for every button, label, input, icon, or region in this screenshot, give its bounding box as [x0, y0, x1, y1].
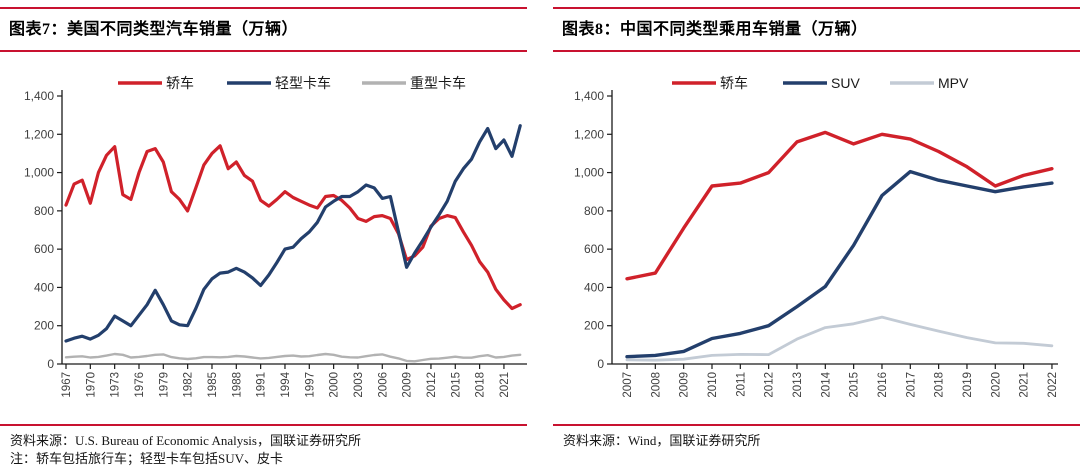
panel-bottom-rule — [0, 424, 527, 426]
x-tick-label: 2012 — [764, 372, 776, 398]
x-tick-label: 2021 — [499, 372, 511, 398]
chart-canvas-us: 0 200 400 600 800 1,000 1,200 1,400 1967 1970 1973… — [24, 75, 527, 398]
x-tick-label: 2000 — [329, 372, 341, 398]
data-source-text: 资料来源：U.S. Bureau of Economic Analysis，国联… — [10, 433, 361, 448]
x-tick-label: 2013 — [792, 372, 804, 398]
legend-label-0: 轿车 — [720, 75, 748, 91]
x-tick-label: 2003 — [353, 372, 365, 398]
x-tick-label: 2016 — [877, 372, 889, 398]
x-tick-label: 1985 — [207, 372, 219, 398]
panel-top-rule — [0, 7, 527, 9]
y-tick-label: 800 — [34, 204, 54, 218]
y-tick-label: 1,400 — [24, 89, 54, 103]
x-tick-label: 1988 — [231, 372, 243, 398]
series-line-0 — [64, 144, 522, 311]
panel-china-vehicle-sales: 图表8：中国不同类型乘用车销量（万辆） 0 200 400 600 800 1,000 1,… — [553, 0, 1080, 473]
y-tick-label: 200 — [34, 319, 54, 333]
title-underline-rule — [0, 50, 527, 52]
x-tick-label: 2018 — [934, 372, 946, 398]
x-tick-label: 2015 — [450, 372, 462, 398]
y-tick-label: 1,000 — [574, 166, 604, 180]
footnote-text: 注：轿车包括旅行车；轻型卡车包括SUV、皮卡 — [10, 451, 284, 466]
series-line-1 — [64, 124, 522, 343]
legend-label-1: 轻型卡车 — [275, 75, 331, 91]
y-tick-label: 200 — [584, 319, 604, 333]
x-tick-label: 2007 — [622, 372, 634, 398]
y-tick-label: 0 — [597, 357, 604, 371]
chart-title: 图表7：美国不同类型汽车销量（万辆） — [9, 21, 299, 38]
x-tick-label: 2015 — [849, 372, 861, 398]
y-tick-label: 1,400 — [574, 89, 604, 103]
y-tick-label: 0 — [47, 357, 54, 371]
series-line-2 — [64, 352, 522, 363]
x-tick-label: 2014 — [820, 371, 832, 397]
x-tick-label: 1967 — [61, 372, 73, 398]
x-tick-label: 2010 — [707, 372, 719, 398]
legend-label-2: 重型卡车 — [410, 75, 466, 91]
x-tick-label: 2009 — [679, 372, 691, 398]
y-tick-label: 800 — [584, 204, 604, 218]
y-tick-label: 1,000 — [24, 166, 54, 180]
panel-us-vehicle-sales: 图表7：美国不同类型汽车销量（万辆） 0 200 400 600 800 1,000 1,2… — [0, 0, 527, 473]
chart-title: 图表8：中国不同类型乘用车销量（万辆） — [562, 21, 868, 38]
x-tick-label: 2006 — [377, 372, 389, 398]
x-tick-label: 1997 — [304, 372, 316, 398]
x-tick-label: 1970 — [85, 372, 97, 398]
line-chart-us: 0 200 400 600 800 1,000 1,200 1,400 1967 1970 1973… — [0, 60, 527, 420]
y-tick-label: 400 — [34, 280, 54, 294]
y-tick-label: 400 — [584, 280, 604, 294]
x-tick-label: 1982 — [183, 372, 195, 398]
x-tick-label: 2019 — [962, 372, 974, 398]
panel-bottom-rule — [553, 424, 1080, 426]
legend-label-2: MPV — [938, 75, 969, 91]
title-underline-rule — [553, 50, 1080, 52]
y-tick-label: 600 — [584, 242, 604, 256]
x-tick-label: 2017 — [905, 372, 917, 398]
series-line-1 — [625, 169, 1054, 359]
y-tick-label: 1,200 — [24, 127, 54, 141]
legend-label-1: SUV — [831, 75, 860, 91]
series-line-0 — [625, 130, 1054, 281]
x-tick-label: 1973 — [110, 372, 122, 398]
x-tick-label: 2018 — [475, 372, 487, 398]
x-tick-label: 2011 — [735, 372, 747, 397]
x-tick-label: 2022 — [1047, 372, 1059, 398]
panel-top-rule — [553, 7, 1080, 9]
y-tick-label: 1,200 — [574, 127, 604, 141]
x-tick-label: 2009 — [402, 372, 414, 398]
x-tick-label: 2012 — [426, 372, 438, 398]
x-tick-label: 1976 — [134, 372, 146, 398]
x-tick-label: 1979 — [158, 372, 170, 398]
y-tick-label: 600 — [34, 242, 54, 256]
legend-label-0: 轿车 — [166, 75, 194, 91]
x-tick-label: 2021 — [1019, 372, 1031, 398]
x-tick-label: 2020 — [990, 372, 1002, 398]
x-tick-label: 1991 — [256, 372, 268, 398]
x-tick-label: 2008 — [650, 372, 662, 398]
line-chart-china: 0 200 400 600 800 1,000 1,200 1,400 2007 2008 2009… — [553, 60, 1080, 420]
chart-canvas-china: 0 200 400 600 800 1,000 1,200 1,400 2007 2008 2009… — [574, 75, 1059, 398]
x-tick-label: 1994 — [280, 371, 292, 397]
data-source-text: 资料来源：Wind，国联证券研究所 — [563, 433, 761, 448]
series-line-2 — [625, 315, 1054, 362]
